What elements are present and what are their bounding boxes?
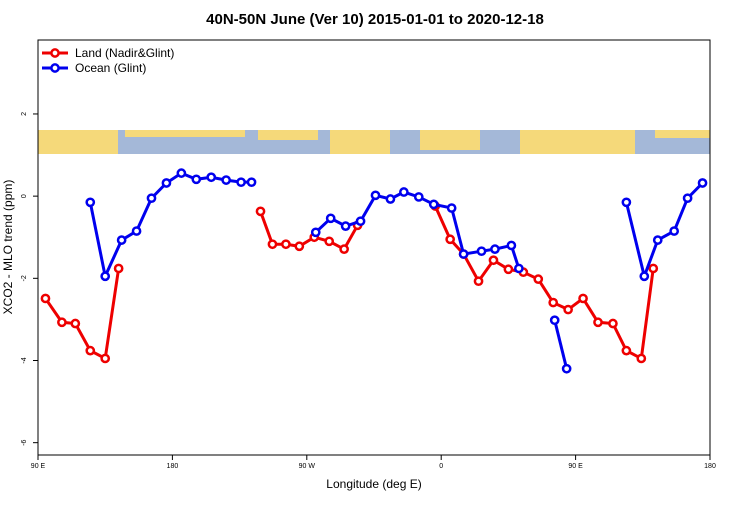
data-point: [413, 192, 424, 202]
data-point: [57, 317, 67, 328]
chart-title: 40N-50N June (Ver 10) 2015-01-01 to 2020…: [206, 11, 544, 28]
data-point: [324, 236, 335, 247]
data-point: [255, 206, 266, 217]
data-point: [636, 353, 647, 364]
data-point: [561, 363, 572, 374]
data-point: [473, 276, 484, 287]
data-point: [608, 318, 618, 329]
data-point: [281, 239, 291, 250]
data-point: [325, 213, 336, 224]
data-point: [621, 197, 632, 208]
x-tick-label: 180: [167, 463, 179, 470]
data-point: [490, 244, 500, 254]
y-tick-label: 2: [21, 112, 28, 116]
data-point: [370, 190, 381, 201]
data-point: [176, 168, 187, 178]
data-point: [506, 240, 517, 251]
data-point: [488, 255, 499, 266]
data-point: [340, 221, 351, 231]
data-point: [549, 315, 560, 326]
data-point: [131, 226, 142, 236]
data-point: [563, 304, 573, 315]
data-point: [652, 235, 663, 245]
legend-label: Land (Nadir&Glint): [75, 46, 174, 60]
data-point: [267, 239, 278, 250]
data-point: [70, 318, 81, 329]
data-point: [446, 203, 457, 213]
data-point: [503, 264, 514, 275]
data-point: [191, 174, 202, 185]
y-tick-label: -4: [21, 357, 28, 363]
data-point: [621, 345, 632, 356]
y-tick-label: 0: [21, 194, 28, 198]
data-point: [385, 194, 396, 204]
data-point: [339, 244, 349, 254]
data-point: [161, 178, 172, 188]
data-point: [428, 199, 439, 210]
data-point: [445, 234, 456, 245]
data-point: [85, 197, 96, 208]
data-point: [310, 227, 321, 238]
data-point: [593, 317, 603, 328]
data-point: [246, 177, 257, 188]
data-point: [40, 293, 51, 304]
data-point: [639, 271, 650, 282]
data-point: [221, 175, 232, 185]
plot-frame: [37, 39, 711, 456]
data-point: [458, 249, 469, 259]
x-tick-label: 0: [439, 463, 443, 470]
data-point: [548, 297, 559, 308]
data-point: [669, 226, 680, 236]
data-point: [355, 216, 366, 227]
series-line: [553, 319, 569, 370]
data-point: [533, 274, 544, 284]
data-point: [294, 241, 305, 252]
data-point: [514, 263, 524, 274]
data-point: [697, 178, 708, 188]
data-point: [648, 263, 659, 274]
y-tick-label: -6: [21, 439, 28, 445]
data-point: [113, 263, 124, 274]
x-axis-label: Longitude (deg E): [326, 477, 421, 491]
data-point: [476, 246, 487, 257]
map-strip: [38, 130, 710, 154]
x-tick-label: 90 E: [31, 463, 46, 470]
legend-label: Ocean (Glint): [75, 61, 146, 75]
data-point: [100, 353, 111, 364]
legend-marker: [50, 63, 60, 73]
data-point: [206, 172, 217, 183]
x-tick-label: 90 W: [299, 463, 316, 470]
legend-marker: [50, 48, 60, 58]
y-tick-label: -2: [21, 275, 28, 281]
x-tick-label: 90 E: [568, 463, 583, 470]
y-axis-label: XCO2 - MLO trend (ppm): [1, 180, 15, 315]
data-point: [682, 193, 693, 204]
data-point: [116, 235, 127, 245]
series-line: [433, 205, 655, 361]
data-point: [236, 177, 246, 188]
x-tick-label: 180: [704, 463, 716, 470]
data-point: [85, 345, 96, 356]
data-point: [399, 187, 409, 197]
data-point: [100, 271, 111, 282]
data-point: [578, 293, 588, 304]
data-point: [146, 193, 157, 204]
